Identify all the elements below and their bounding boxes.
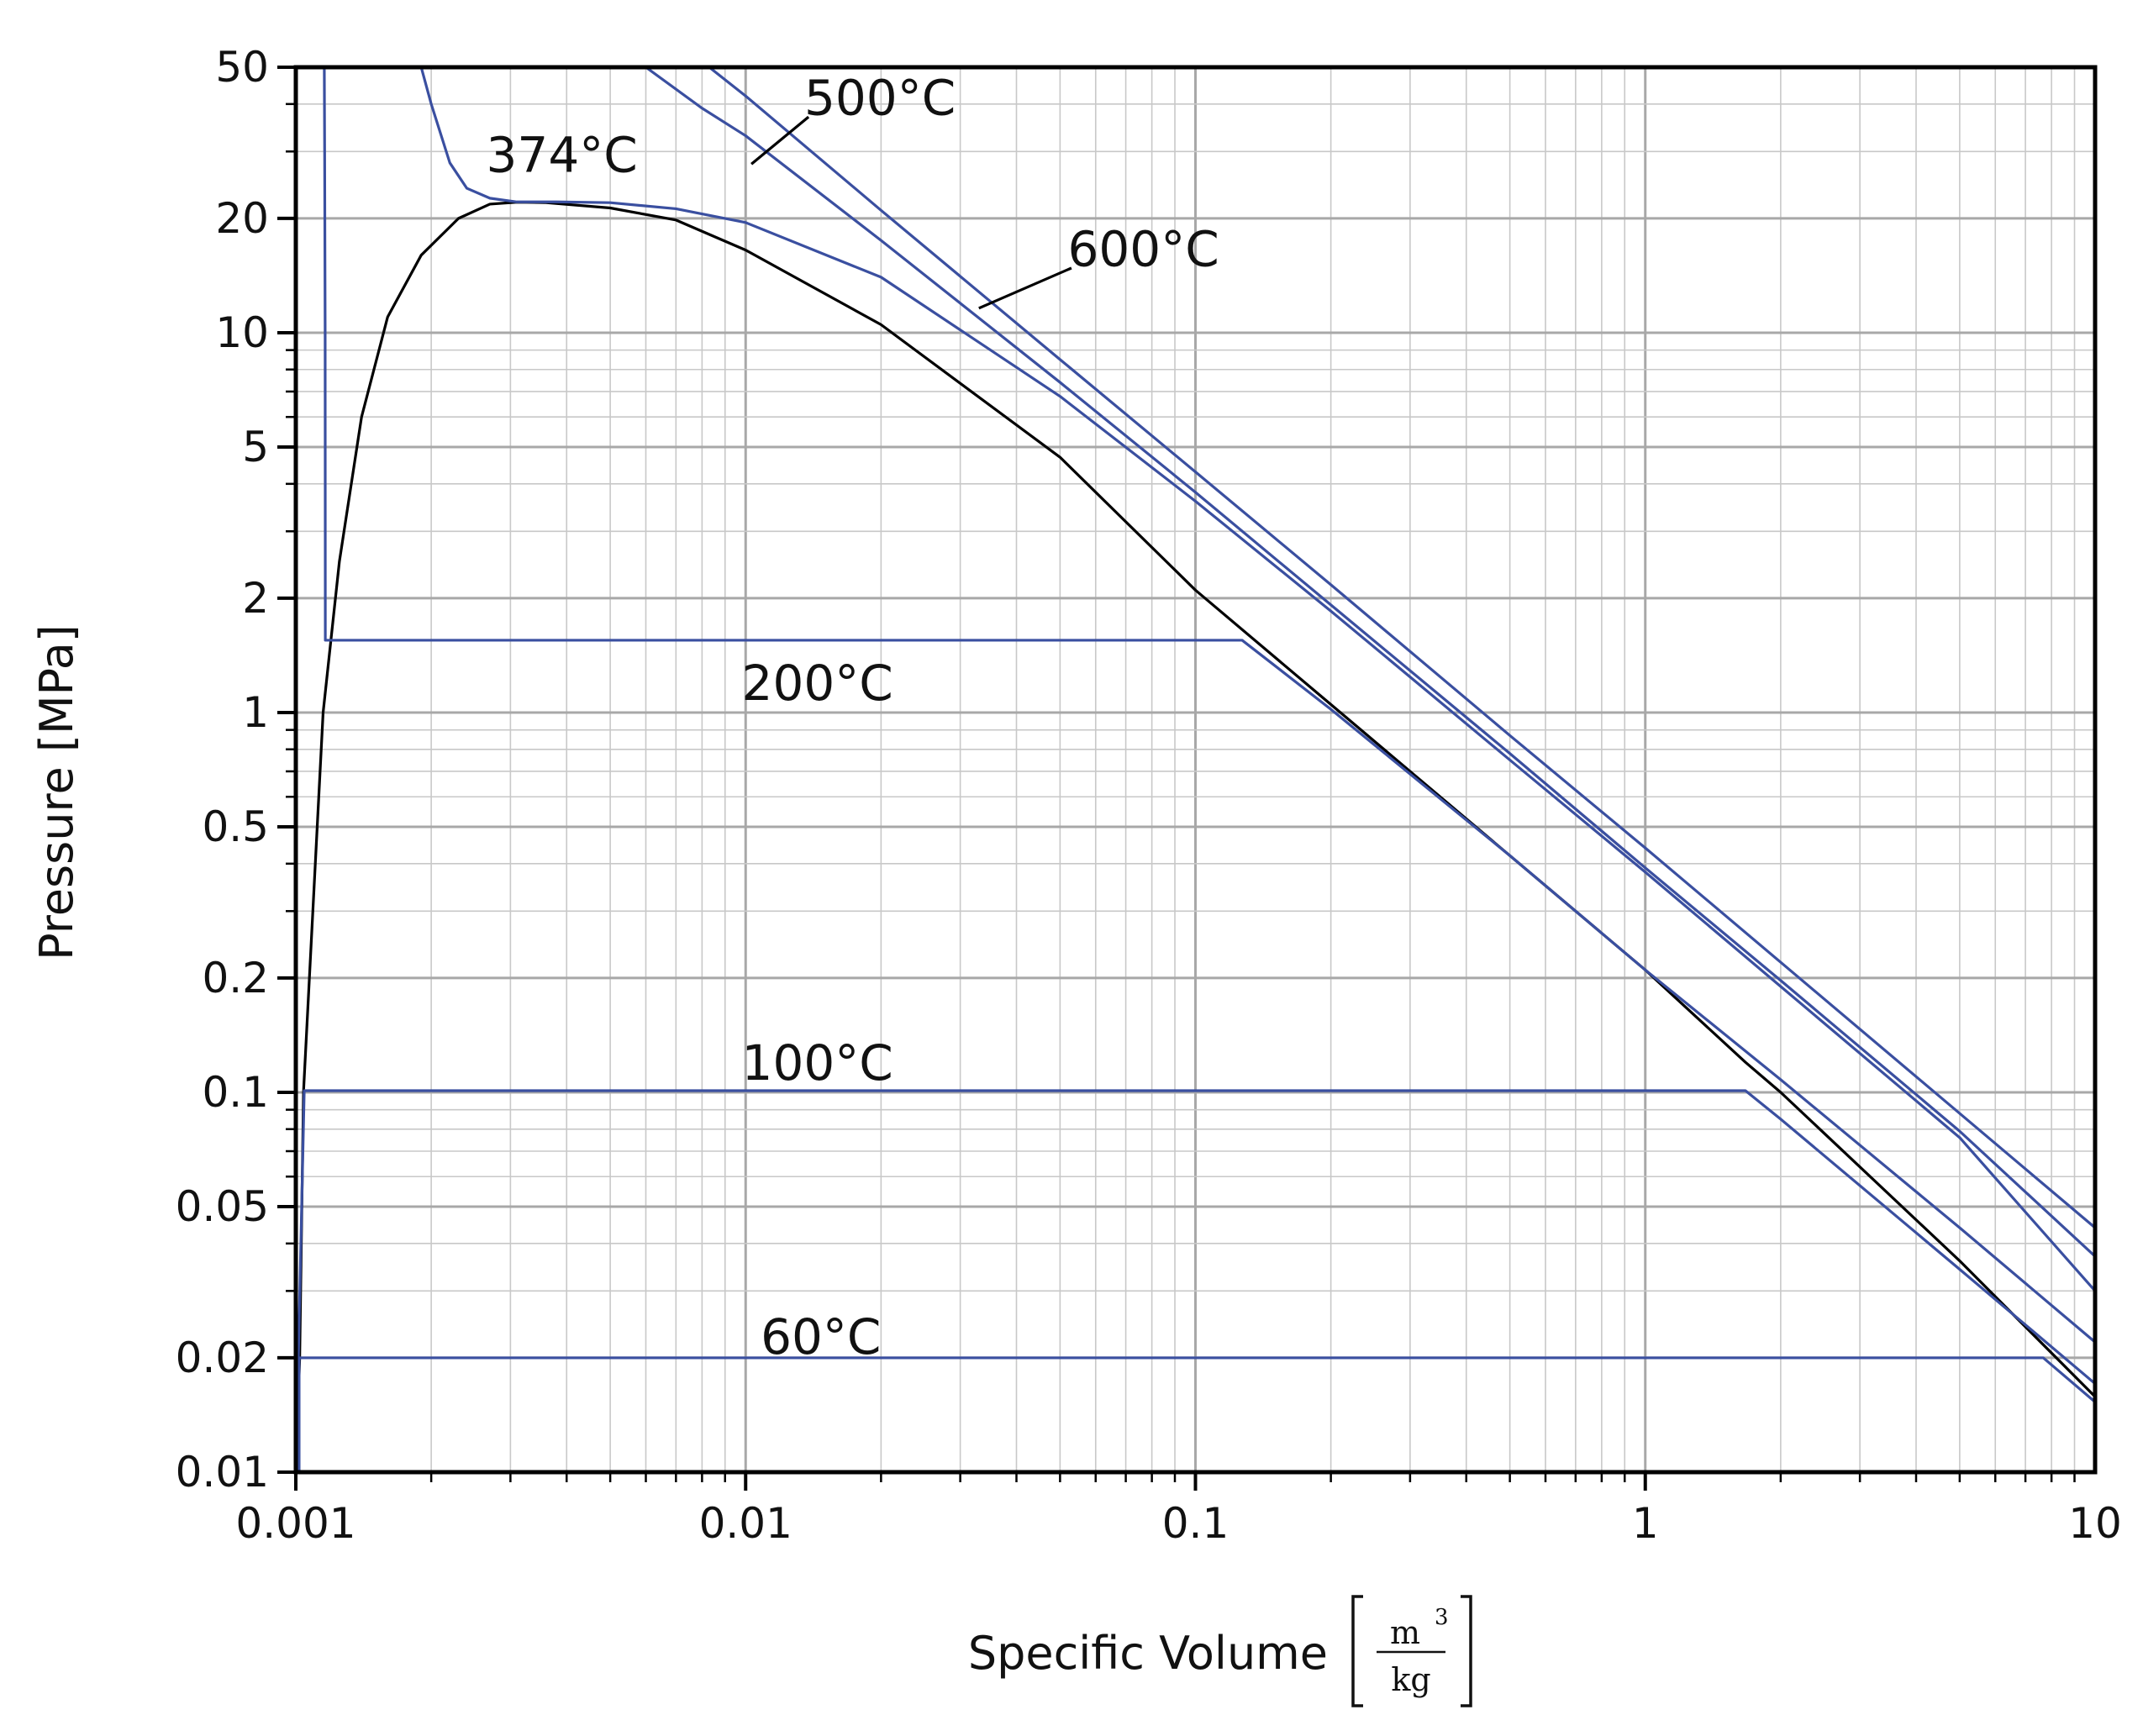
x-tick-label: 1 [1632,1499,1659,1548]
isotherm-label: 200°C [742,655,893,712]
x-axis-unit-denominator: kg [1391,1661,1430,1698]
annotation-leader-line [750,115,810,166]
x-tick-label: 10 [2068,1499,2122,1548]
y-tick-label: 50 [215,43,269,92]
x-tick-label: 0.001 [235,1499,355,1548]
x-axis-unit-exponent: 3 [1435,1605,1449,1630]
x-axis-unit-left-bracket [1351,1595,1363,1707]
y-tick-label: 0.01 [176,1448,269,1497]
tick-labels: 0.001 0.01 0.1 1 100.010.020.050.10.20.51251… [176,43,2122,1548]
x-axis-unit-right-bracket [1461,1595,1472,1707]
y-tick-label: 5 [242,423,269,471]
x-tick-label: 0.1 [1162,1499,1229,1548]
isotherm-label: 60°C [761,1308,881,1365]
y-tick-label: 0.5 [202,802,269,851]
y-tick-label: 0.1 [202,1068,269,1117]
y-axis-title: Pressure [MPa] [30,624,83,960]
isotherm-line-4 [419,67,2095,1292]
y-tick-label: 0.02 [176,1334,269,1382]
y-tick-label: 10 [215,308,269,357]
isotherm-label: 500°C [804,69,956,126]
isotherm-label: 374°C [487,127,638,184]
isotherm-line-6 [708,67,2095,1229]
isotherm-line-5 [644,67,2095,1258]
y-tick-label: 0.2 [202,954,269,1002]
x-axis-title-text: Specific Volume [968,1627,1328,1680]
isotherm-label: 100°C [742,1034,893,1092]
isotherm-line-1 [297,1356,2095,1472]
isotherm-line-3 [323,67,2095,1344]
series-lines [296,67,2095,1472]
x-tick-label: 0.01 [699,1499,792,1548]
annotation-leaders [750,115,1072,310]
y-tick-label: 0.05 [176,1182,269,1231]
isotherm-label: 600°C [1067,220,1219,277]
annotation-leader-line [978,266,1072,310]
y-tick-label: 1 [242,688,269,737]
x-axis-title: Specific Volume m 3 kg [968,1595,1472,1707]
y-tick-label: 20 [215,194,269,243]
x-axis-unit-numerator: m [1390,1614,1420,1651]
axis-ticks [277,66,2076,1491]
isotherm-line-2 [296,1089,2095,1472]
isotherm-labels: 374°C 500°C 600°C 200°C 100°C 60°C [487,69,1219,1365]
y-tick-label: 2 [242,574,269,623]
